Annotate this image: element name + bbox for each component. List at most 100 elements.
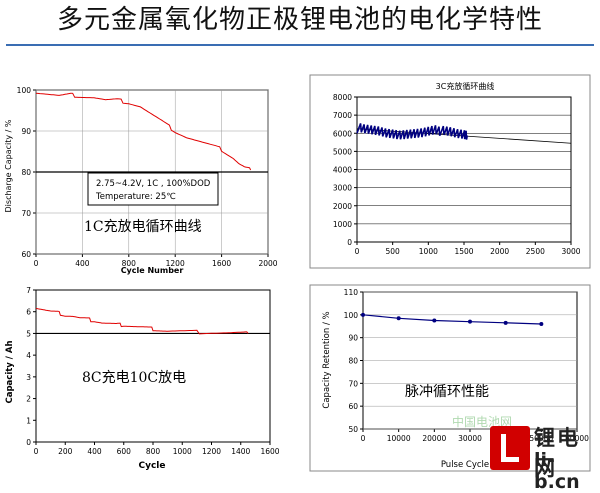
y-tick-label: 2000 xyxy=(333,202,352,211)
series-line xyxy=(35,92,252,171)
y-tick-label: 5 xyxy=(26,329,31,338)
y-tick-label: 7000 xyxy=(333,111,352,120)
x-tick-label: 500 xyxy=(386,247,401,256)
x-tick-label: 1600 xyxy=(260,447,279,456)
series-noisy-band xyxy=(356,123,468,140)
x-tick-label: 1200 xyxy=(202,447,221,456)
x-tick-label: 1200 xyxy=(166,259,185,268)
watermark: 锂电网 li-b.cn xyxy=(490,420,598,493)
x-tick-label: 800 xyxy=(122,259,137,268)
plot-area xyxy=(35,289,271,443)
y-tick-label: 110 xyxy=(344,288,359,297)
y-tick-label: 1 xyxy=(26,416,31,425)
series-point xyxy=(503,320,508,325)
series xyxy=(356,123,468,140)
y-tick-label: 1000 xyxy=(333,220,352,229)
title-underline xyxy=(6,44,594,46)
x-tick-label: 10000 xyxy=(387,434,411,443)
note-box xyxy=(87,172,219,206)
y-tick-label: 3 xyxy=(26,373,31,382)
x-tick-label: 600 xyxy=(117,447,132,456)
x-tick-labels: 0 200 400 600 800 1000 1200 1400 1600 xyxy=(34,447,280,456)
x-tick-label: 0 xyxy=(34,259,39,268)
note-line-1: 2.75~4.2V, 1C , 100%DOD xyxy=(96,179,211,189)
x-tick-label: 2000 xyxy=(490,247,509,256)
grid xyxy=(363,291,577,430)
series-point xyxy=(396,316,401,321)
x-tick-label: 30000 xyxy=(458,434,482,443)
y-tick-label: 80 xyxy=(348,357,358,366)
chart-8c-10c: 0 200 400 600 800 1000 1200 1400 1600 0 1 2 3 4 5 6 7 C… xyxy=(5,286,280,471)
series xyxy=(35,307,249,335)
chart-1c-cycle: 0 400 800 1200 1600 2000 60 70 80 90 100 Cycle Nu… xyxy=(4,86,278,275)
y-tick-label: 3000 xyxy=(333,184,352,193)
x-tick-label: 800 xyxy=(146,447,161,456)
y-tick-label: 70 xyxy=(348,379,358,388)
y-tick-labels: 0 1 2 3 4 5 6 7 xyxy=(26,286,31,447)
axes xyxy=(33,289,271,445)
slide-title: 多元金属氧化物正极锂电池的电化学特性 xyxy=(56,5,543,35)
y-tick-label: 80 xyxy=(21,168,31,177)
y-tick-labels: 0 1000 2000 3000 4000 5000 6000 7000 8000 xyxy=(333,93,352,247)
faint-logo-text: 中国电池网 xyxy=(452,415,513,429)
x-tick-label: 1000 xyxy=(173,447,192,456)
y-tick-label: 60 xyxy=(348,402,358,411)
note-line-2: Temperature: 25℃ xyxy=(95,192,176,202)
chart-frame xyxy=(309,74,591,269)
y-axis-label: Discharge Capacity / % xyxy=(4,119,13,212)
y-tick-label: 0 xyxy=(347,238,352,247)
y-tick-labels: 50 60 70 80 90 100 110 xyxy=(344,288,359,434)
series-point xyxy=(432,318,437,323)
x-tick-label: 400 xyxy=(75,259,90,268)
chart-caption: 1C充放电循环曲线 xyxy=(84,219,202,235)
y-tick-label: 100 xyxy=(344,311,359,320)
y-tick-label: 0 xyxy=(26,438,31,447)
series-line xyxy=(362,314,542,325)
y-tick-label: 4000 xyxy=(333,166,352,175)
y-tick-label: 6000 xyxy=(333,129,352,138)
chart-caption: 8C充电10C放电 xyxy=(82,370,186,386)
series-point xyxy=(539,321,544,326)
x-tick-label: 3000 xyxy=(561,247,580,256)
grid xyxy=(357,96,571,243)
series-point xyxy=(468,319,472,324)
x-tick-label: 20000 xyxy=(422,434,446,443)
chart-pulse-cycle: 0100002000030000400005000060000 50607080… xyxy=(309,284,591,472)
chart-title: 3C充放循环曲线 xyxy=(436,81,495,91)
x-tick-labels: 0 500 1000 1500 2000 2500 3000 xyxy=(355,247,581,256)
y-tick-label: 5000 xyxy=(333,147,352,156)
x-axis-label: Cycle Number xyxy=(121,266,184,275)
x-axis-label: Pulse Cycle xyxy=(441,460,489,470)
x-tick-label: 0 xyxy=(355,247,360,256)
chart-3c-cycle: 3C充放循环曲线 0 500 1000 1500 2000 2500 3000 0 1000 2… xyxy=(309,74,591,269)
y-tick-label: 90 xyxy=(21,127,31,136)
x-tick-label: 2000 xyxy=(258,259,277,268)
y-tick-label: 2 xyxy=(26,395,31,404)
y-tick-label: 6 xyxy=(26,308,31,317)
x-tick-label: 50000 xyxy=(529,434,553,443)
y-tick-label: 90 xyxy=(348,334,358,343)
x-tick-label: 1000 xyxy=(419,247,438,256)
x-tick-label: 1400 xyxy=(231,447,250,456)
series xyxy=(361,312,544,326)
y-tick-labels: 60 70 80 90 100 xyxy=(17,86,32,259)
watermark-logo-icon xyxy=(490,426,530,470)
y-tick-label: 7 xyxy=(26,286,31,295)
watermark-domain: li-b.cn xyxy=(534,449,580,493)
x-tick-label: 1600 xyxy=(212,259,231,268)
series-point xyxy=(361,312,365,317)
y-axis-label: Capacity / Ah xyxy=(5,340,15,403)
x-tick-label: 60000 xyxy=(565,434,589,443)
series xyxy=(35,92,252,171)
x-tick-label: 400 xyxy=(87,447,102,456)
x-tick-label: 200 xyxy=(58,447,73,456)
y-tick-label: 60 xyxy=(21,250,31,259)
watermark-name: 锂电网 xyxy=(534,426,580,480)
y-axis-label: Capacity Retention / % xyxy=(322,311,332,408)
series-line xyxy=(35,307,249,335)
y-tick-label: 100 xyxy=(17,86,32,95)
x-tick-label: 2500 xyxy=(526,247,545,256)
x-tick-label: 0 xyxy=(34,447,39,456)
y-tick-label: 50 xyxy=(348,425,358,434)
chart-caption: 脉冲循环性能 xyxy=(405,384,489,400)
